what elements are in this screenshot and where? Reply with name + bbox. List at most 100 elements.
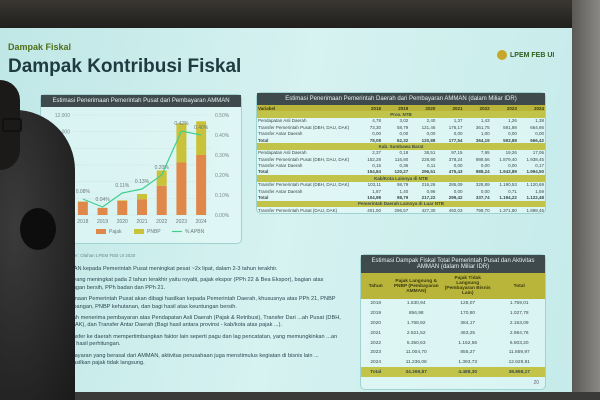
bar-pnbp bbox=[176, 123, 187, 163]
table-cell: 337,74 bbox=[475, 194, 490, 200]
wall bbox=[572, 0, 600, 400]
table-cell: 38,51 bbox=[424, 150, 436, 156]
legend-label: % APBN bbox=[185, 229, 205, 235]
table-cell: 17,06 bbox=[532, 150, 544, 156]
slide-kicker: Dampak Fiskal bbox=[8, 42, 72, 52]
table-row: Transfer Pemerintah Pusat (DBH, DAU, DAK… bbox=[257, 182, 545, 188]
table-cell: Pendapatan Asli Daerah bbox=[258, 150, 307, 156]
total-cell: 38.858,17 bbox=[493, 367, 545, 378]
table-cell: 0,00 bbox=[453, 188, 463, 194]
table-cell: 0,18 bbox=[399, 150, 409, 156]
regional-revenue-table-panel: Estimasi Penerimaan Pemerintah Daerah da… bbox=[256, 92, 546, 215]
table-cell: 296,57 bbox=[394, 207, 409, 213]
y2-tick-label: 0.20% bbox=[215, 173, 230, 179]
presentation-slide: Dampak Fiskal Dampak Kontribusi Fiskal L… bbox=[0, 28, 572, 392]
total-cell: Total bbox=[361, 367, 391, 378]
table-cell: 4,78 bbox=[372, 118, 382, 124]
section-row: Prov. NTB bbox=[257, 111, 545, 118]
table-row: Transfer Antar Daerah 1,87 1,40 0,96 0,00 0,0… bbox=[257, 188, 545, 194]
y2-tick-label: 0.00% bbox=[215, 213, 230, 219]
column-header: 2023 bbox=[490, 105, 518, 112]
bar-pajak bbox=[137, 199, 147, 215]
section-row: Kab/Kota Lainnya di NTB bbox=[257, 175, 545, 182]
lpem-logo: LPEM FEB UI bbox=[497, 50, 554, 60]
bar-pnbp bbox=[137, 194, 147, 200]
table-cell: 11.004,70 bbox=[405, 350, 427, 356]
table-cell: 463,25 bbox=[460, 330, 476, 336]
table-cell: 2024 bbox=[370, 360, 382, 366]
table-cell: 1,87 bbox=[372, 188, 382, 194]
table-cell: 2022 bbox=[370, 340, 382, 346]
table-cell: 0,00 bbox=[453, 131, 463, 137]
x-tick-label: 2020 bbox=[117, 219, 128, 225]
table-cell: 177,54 bbox=[448, 137, 463, 143]
table-cell: 5.350,63 bbox=[406, 340, 426, 346]
table-cell: 0,00 bbox=[508, 163, 517, 169]
table-cell: 154,84 bbox=[367, 169, 382, 175]
bar-pnbp bbox=[156, 170, 167, 186]
table-row: 2021 2.521,52 463,25 2.984,76 bbox=[361, 328, 545, 338]
table-cell: 361,75 bbox=[475, 124, 490, 130]
table-cell: 120,27 bbox=[394, 169, 409, 175]
table-cell: 0,00 bbox=[426, 131, 436, 137]
table-row: Pendapatan Asli Daerah 2,37 0,18 38,51 97,15… bbox=[257, 150, 545, 156]
apbn-line bbox=[82, 130, 202, 208]
header-row: Tahun Pajak Langsung & PNBP (Pembayaran A… bbox=[361, 273, 545, 299]
table-cell: 121,46 bbox=[421, 124, 436, 130]
table-cell: 128,07 bbox=[460, 301, 476, 307]
table-cell: 1.393,73 bbox=[458, 360, 478, 366]
bullet-paragraph: ...AMMAN kepada Pemerintah Pusat meningk… bbox=[56, 266, 278, 272]
bullet-paragraph: ...pembayaran yang berasal dari AMMAN, a… bbox=[56, 352, 319, 367]
table-cell: 7,95 bbox=[480, 150, 490, 156]
screen-bottom-edge bbox=[0, 392, 600, 400]
bar-pajak bbox=[97, 207, 108, 215]
x-tick-label: 2021 bbox=[136, 219, 147, 225]
table-cell: 475,43 bbox=[448, 169, 463, 175]
table-cell: 73,30 bbox=[369, 124, 382, 130]
total-fiscal-table-panel: Estimasi Dampak Fiskal Total Pemerintah … bbox=[360, 254, 546, 390]
table-row: Pendapatan Asli Daerah 4,78 3,02 2,40 1,37 1,… bbox=[257, 118, 545, 124]
table-row: Transfer Pemerintah Pusat (DAU, DAK) 401,… bbox=[257, 207, 545, 213]
column-header: 2019 bbox=[382, 105, 410, 112]
x-tick-label: 2024 bbox=[196, 219, 207, 225]
table-row: 2020 1.768,92 384,17 2.153,09 bbox=[361, 319, 545, 329]
table-cell: 2019 bbox=[370, 311, 382, 317]
table-row: 2018 1.630,94 128,07 1.759,01 bbox=[361, 299, 545, 309]
table-cell: 328,89 bbox=[475, 182, 490, 188]
microphone bbox=[20, 208, 56, 250]
total-fiscal-table: Tahun Pajak Langsung & PNBP (Pembayaran A… bbox=[361, 273, 545, 378]
table-cell: 1.759,01 bbox=[509, 301, 529, 307]
table-cell: 1,38 bbox=[535, 118, 544, 124]
table-cell: 856,98 bbox=[408, 311, 424, 317]
table-cell: 2021 bbox=[370, 330, 382, 336]
total-cell: 34.369,87 bbox=[390, 367, 442, 378]
table-cell: 2023 bbox=[370, 350, 382, 356]
table-cell: 19,26 bbox=[505, 150, 517, 156]
table-cell: 1.943,89 bbox=[499, 169, 517, 175]
table-cell: Transfer Pemerintah Pusat (DBH, DAU, DAK… bbox=[258, 156, 350, 162]
table-cell: Transfer Pemerintah Pusat (DBH, DAU, DAK… bbox=[258, 124, 350, 130]
regional-revenue-table: Variabel 2018 2019 2020 2021 2022 2023 2024 Prov… bbox=[257, 105, 545, 213]
legend-label: Pajak bbox=[109, 229, 122, 235]
y2-tick-label: 0.40% bbox=[215, 133, 230, 139]
table-row: Transfer Pemerintah Pusat (DBH, DAU, DAK… bbox=[257, 124, 545, 130]
table-cell: 1.994,50 bbox=[526, 169, 544, 175]
table-cell: 1,26 bbox=[508, 118, 517, 124]
y2-tick-label: 0.10% bbox=[215, 193, 230, 199]
table-cell: 384,17 bbox=[460, 320, 476, 326]
table-cell: 2,37 bbox=[372, 150, 382, 156]
bar-pajak bbox=[176, 162, 187, 215]
table-cell: 1.938,45 bbox=[526, 156, 544, 162]
section-row: Kab. Sumbawa Barat bbox=[257, 143, 545, 150]
apbn-data-label: 0.04% bbox=[95, 197, 110, 203]
bar-pajak bbox=[77, 201, 88, 215]
table-cell: 0,96 bbox=[426, 188, 436, 194]
table-cell: 492,03 bbox=[448, 207, 463, 213]
table2-title: Estimasi Penerimaan Pemerintah Daerah da… bbox=[257, 93, 545, 105]
section-label: Kab/Kota Lainnya di NTB bbox=[257, 175, 545, 182]
table-cell: Total bbox=[258, 169, 269, 175]
table-cell: 2.521,52 bbox=[406, 330, 426, 336]
table-row: 2024 11.236,08 1.393,73 12.629,81 bbox=[361, 358, 545, 368]
column-header: Total bbox=[493, 273, 545, 299]
column-header: Tahun bbox=[361, 273, 391, 299]
